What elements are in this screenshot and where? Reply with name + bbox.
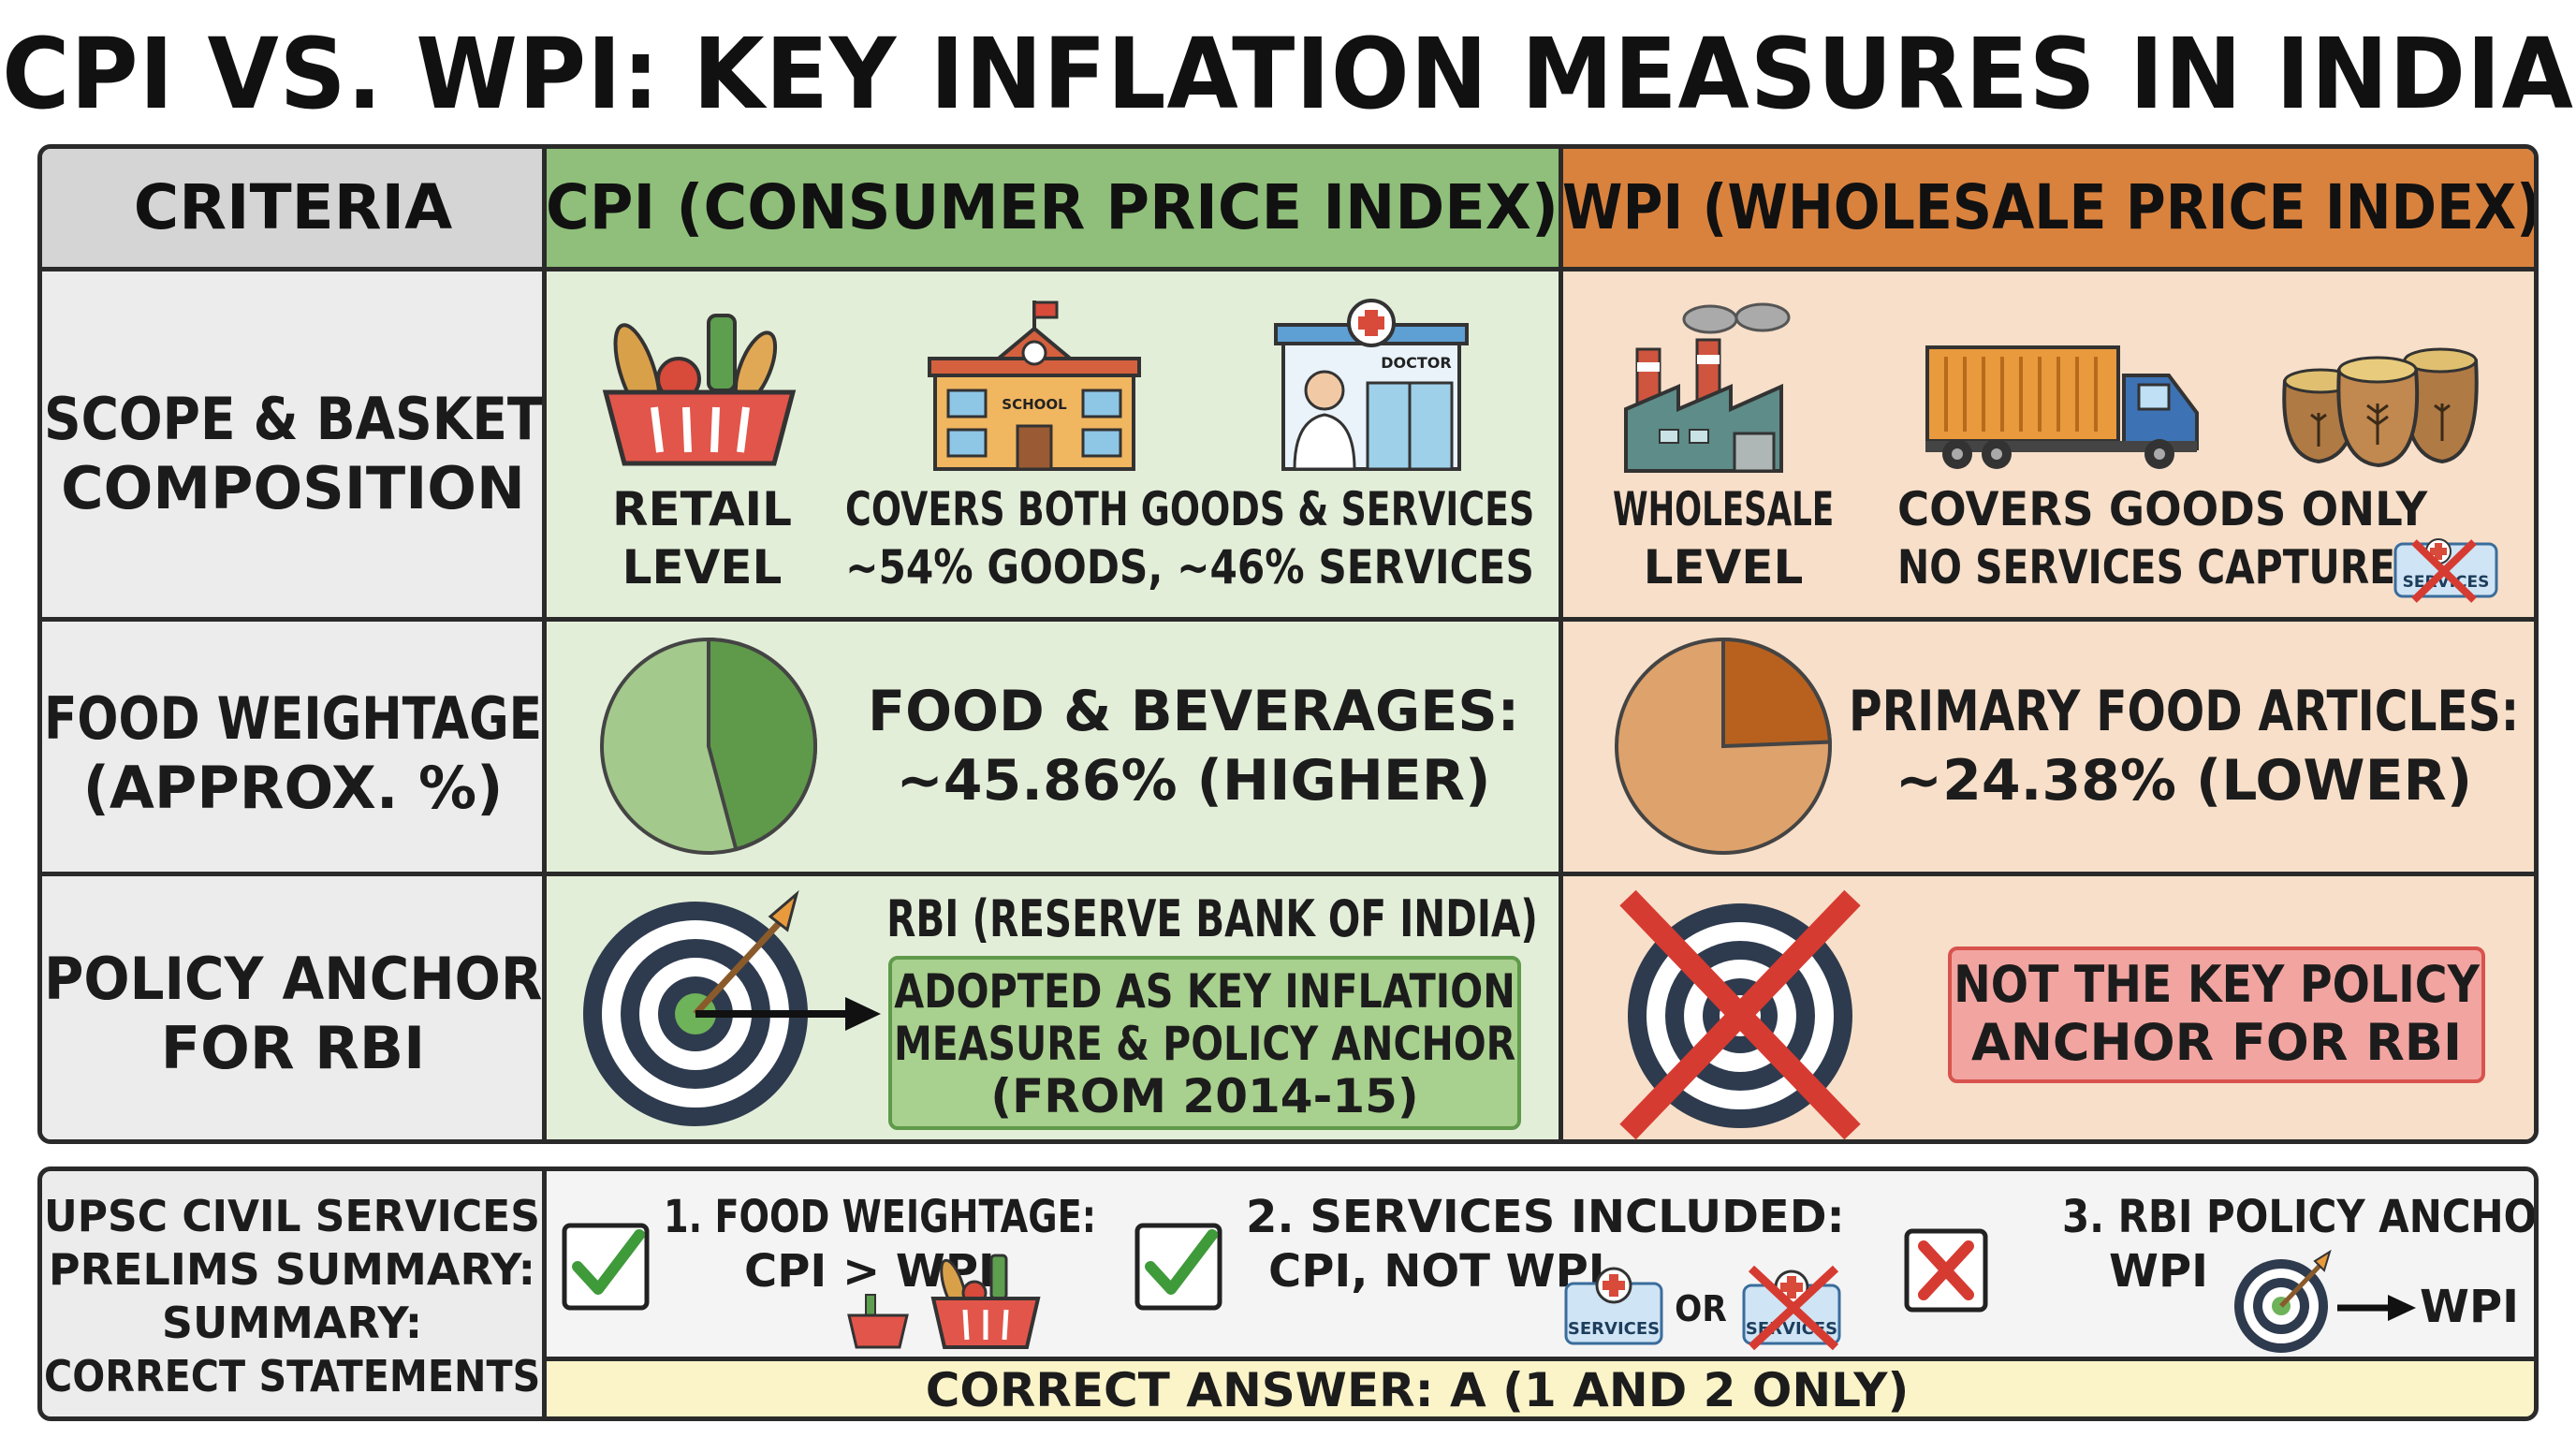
statement-2: 2. SERVICES INCLUDED: CPI, NOT WPI — [1246, 1191, 1845, 1298]
check-icon-2 — [1134, 1223, 1222, 1311]
check-icon-1 — [562, 1223, 650, 1311]
statement-1: 1. FOOD WEIGHTAGE: CPI > WPI — [664, 1191, 1097, 1298]
large-basket-icon — [930, 1254, 1041, 1349]
grain-sacks-icon — [2282, 347, 2479, 468]
criteria-scope: SCOPE & BASKET COMPOSITION — [44, 385, 543, 522]
criteria-column — [42, 269, 544, 1139]
services-crossed-icon: SERVICES — [2393, 538, 2498, 603]
comparison-table: CRITERIA CPI (CONSUMER PRICE INDEX) WPI … — [37, 144, 2539, 1144]
wpi-pie-food-slice — [1721, 637, 1832, 749]
truck-icon — [1925, 345, 2199, 469]
statement-3: 3. RBI POLICY ANCHOR: WPI — [2062, 1191, 2539, 1298]
wpi-wholesale-label: WHOLESALE LEVEL — [1613, 482, 1835, 594]
rbi-title: RBI (RESERVE BANK OF INDIA) — [886, 889, 1538, 948]
criteria-policy: POLICY ANCHOR FOR RBI — [44, 945, 543, 1082]
target-crossed-icon — [1619, 889, 1861, 1139]
cpi-policy-box: ADOPTED AS KEY INFLATION MEASURE & POLIC… — [888, 956, 1521, 1130]
svg-text:SERVICES: SERVICES — [1568, 1319, 1660, 1339]
header-cpi: CPI (CONSUMER PRICE INDEX) — [546, 171, 1559, 243]
header-criteria-cell: CRITERIA — [42, 149, 544, 269]
small-basket-icon — [847, 1294, 909, 1349]
cross-icon-3 — [1904, 1228, 1988, 1313]
hospital-doctor-icon: DOCTOR — [1274, 299, 1469, 471]
answer-bar: CORRECT ANSWER: A (1 AND 2 ONLY) — [547, 1361, 2534, 1416]
cpi-food-text: FOOD & BEVERAGES: ~45.86% (HIGHER) — [868, 679, 1520, 814]
grocery-basket-icon — [602, 314, 797, 466]
wpi-policy-box: NOT THE KEY POLICY ANCHOR FOR RBI — [1948, 946, 2485, 1083]
header-cpi-cell: CPI (CONSUMER PRICE INDEX) — [544, 149, 1560, 269]
cpi-coverage-label: COVERS BOTH GOODS & SERVICES ~54% GOODS,… — [845, 482, 1535, 594]
criteria-food: FOOD WEIGHTAGE (APPROX. %) — [44, 684, 543, 822]
summary-label: UPSC CIVIL SERVICES PRELIMS SUMMARY: SUM… — [44, 1191, 541, 1401]
header-criteria: CRITERIA — [133, 171, 453, 243]
correct-answer: CORRECT ANSWER: A (1 AND 2 ONLY) — [925, 1363, 1910, 1417]
target-arrow-icon — [583, 889, 881, 1126]
cpi-pie-food-slice — [707, 637, 817, 852]
wpi-coverage-label: COVERS GOODS ONLY NO SERVICES CAPTURED — [1897, 482, 2428, 594]
or-label: OR — [1675, 1288, 1727, 1329]
factory-icon — [1624, 302, 1791, 473]
services-icon: SERVICES — [1564, 1267, 1663, 1345]
school-icon: SCHOOL — [928, 301, 1141, 471]
wpi-arrow-label: WPI — [2420, 1281, 2519, 1333]
wpi-food-text: PRIMARY FOOD ARTICLES: ~24.38% (LOWER) — [1849, 679, 2520, 814]
upsc-summary-panel: UPSC CIVIL SERVICES PRELIMS SUMMARY: SUM… — [37, 1167, 2539, 1421]
services-crossed-small-icon: SERVICES — [1742, 1265, 1841, 1351]
wpi-food-pie-chart — [1615, 637, 1832, 855]
page-title: CPI VS. WPI: KEY INFLATION MEASURES IN I… — [2, 17, 2574, 131]
cpi-food-pie-chart — [600, 637, 817, 855]
header-wpi-cell: WPI (WHOLESALE PRICE INDEX) — [1560, 149, 2539, 269]
cpi-retail-label: RETAIL LEVEL — [611, 482, 793, 594]
doctor-sign: DOCTOR — [1381, 354, 1451, 372]
school-sign: SCHOOL — [1002, 396, 1067, 413]
small-target-arrow-icon — [2234, 1249, 2416, 1353]
header-wpi: WPI (WHOLESALE PRICE INDEX) — [1562, 171, 2539, 243]
